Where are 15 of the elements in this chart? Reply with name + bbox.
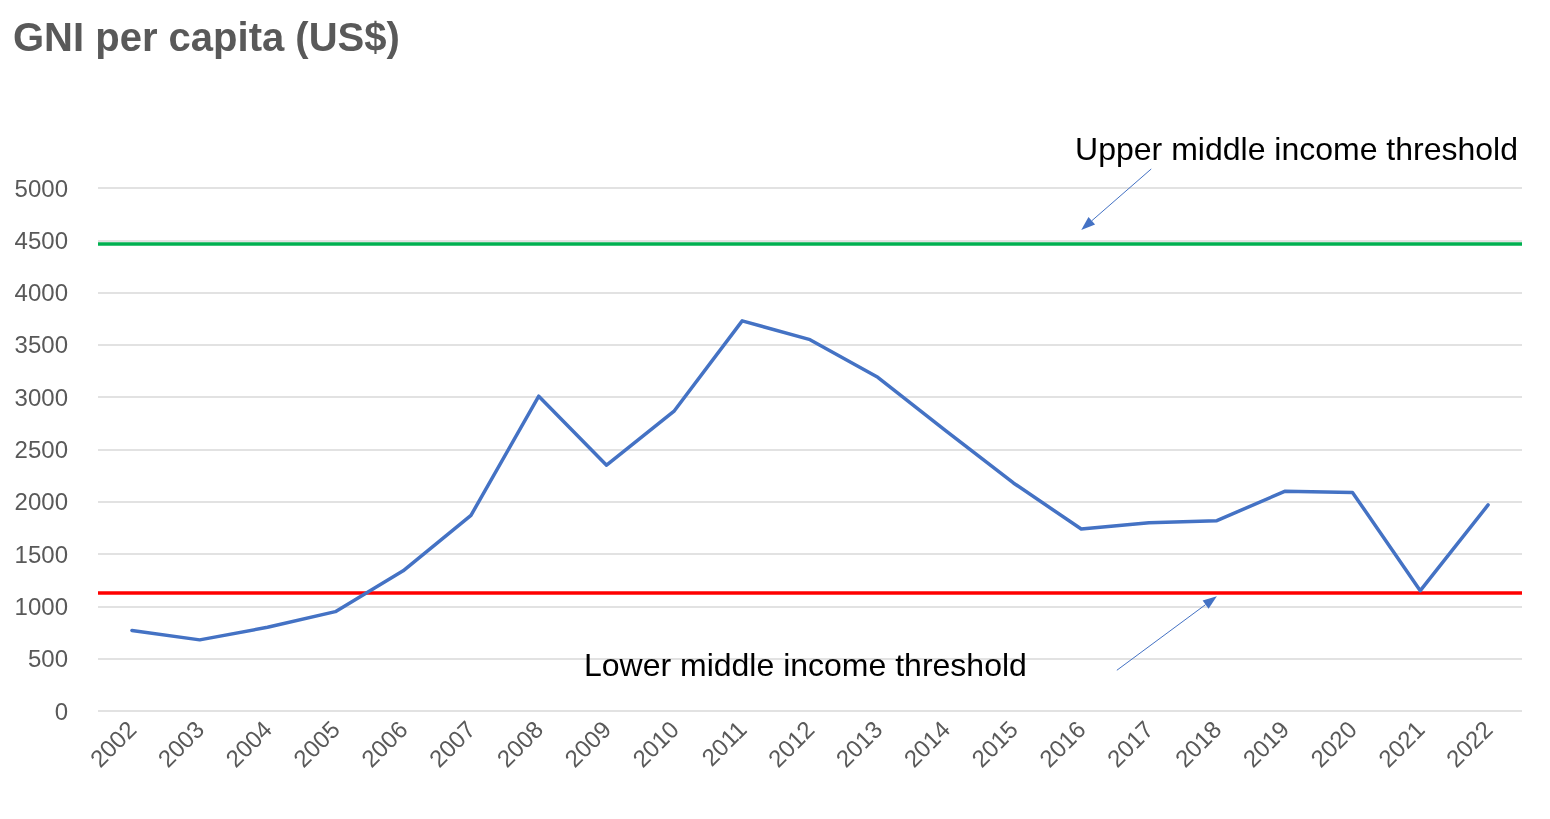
chart-title: GNI per capita (US$) [13, 15, 400, 59]
y-tick-label: 500 [27, 645, 68, 673]
y-tick-label: 2500 [14, 436, 68, 463]
y-tick-label: 2000 [14, 488, 68, 516]
line-series [130, 319, 1490, 642]
ref-line-label: Upper middle income threshold [1075, 130, 1518, 167]
y-tick-label: 4500 [14, 226, 68, 254]
y-tick-label: 5000 [14, 174, 68, 202]
y-tick-label: 1000 [14, 592, 68, 620]
y-tick-label: 1500 [14, 540, 68, 568]
ref-line-label: Lower middle income threshold [583, 647, 1027, 684]
y-tick-label: 4000 [14, 279, 68, 307]
y-tick-label: 3000 [14, 383, 68, 411]
y-tick-label: 0 [54, 697, 68, 725]
y-tick-label: 3500 [14, 331, 68, 359]
